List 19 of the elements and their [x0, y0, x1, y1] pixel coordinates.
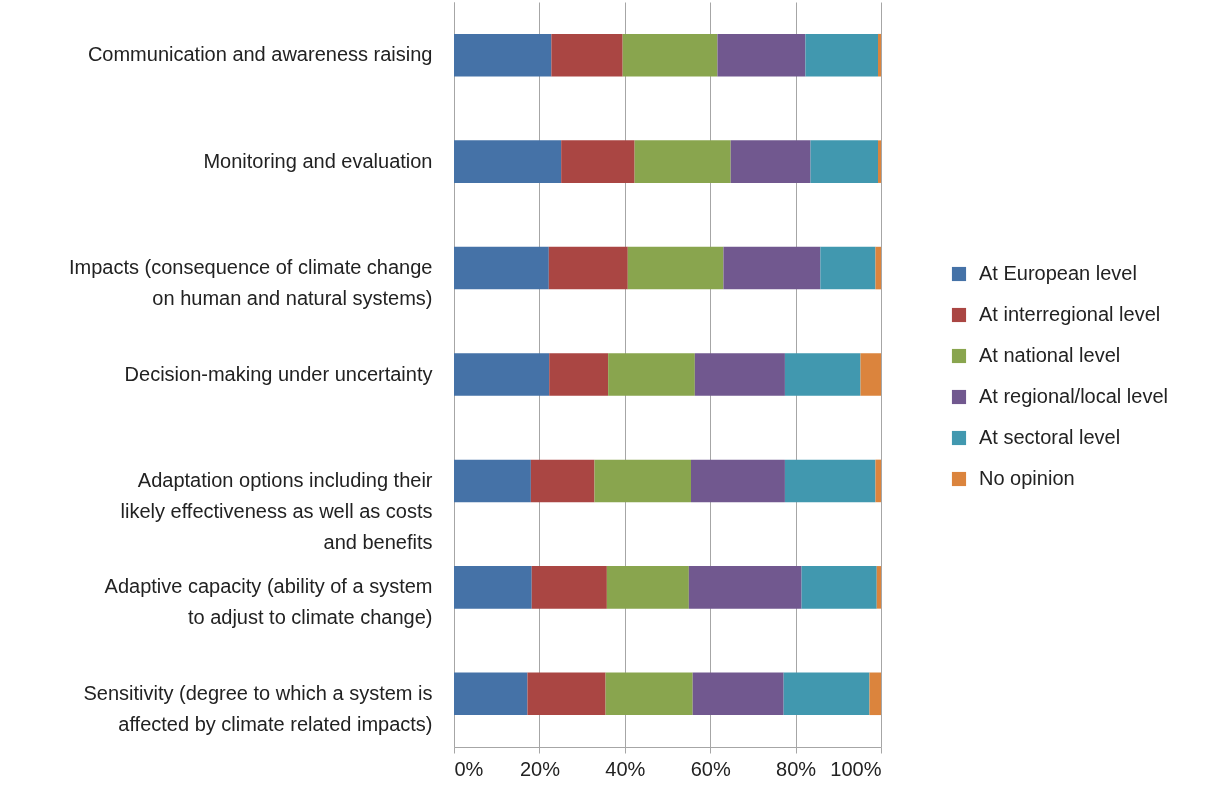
x-tick-label: 60% [690, 757, 731, 780]
x-tick-label: 80% [776, 757, 817, 780]
y-tick-label: Sensitivity (degree to which a system is affected by climate related impacts) [83, 681, 433, 735]
legend-label: At interregional level [979, 303, 1161, 325]
legend-label: At European level [979, 262, 1137, 284]
x-tick-label: 40% [605, 757, 646, 780]
y-tick-label: Impacts (consequence of climate change on human and natural systems) [68, 256, 433, 310]
y-tick-label: Decision-making under uncertainty [124, 362, 433, 385]
legend-label: At regional/local level [979, 385, 1168, 407]
y-tick-label: Communication and awareness raising [87, 43, 433, 66]
x-tick-label: 0% [454, 757, 484, 780]
legend-label: At sectoral level [979, 426, 1121, 448]
y-tick-label: Adaptation options including their likely effectiveness as well as costs and benefits [120, 468, 433, 553]
legend-label: No opinion [979, 467, 1075, 489]
x-tick-label: 100% [830, 757, 882, 780]
legend-label: At national level [979, 344, 1121, 366]
x-tick-label: 20% [519, 757, 561, 780]
y-tick-label: Adaptive capacity (ability of a system to adjust to climate change) [104, 575, 433, 629]
y-tick-label: Monitoring and evaluation [203, 149, 433, 172]
